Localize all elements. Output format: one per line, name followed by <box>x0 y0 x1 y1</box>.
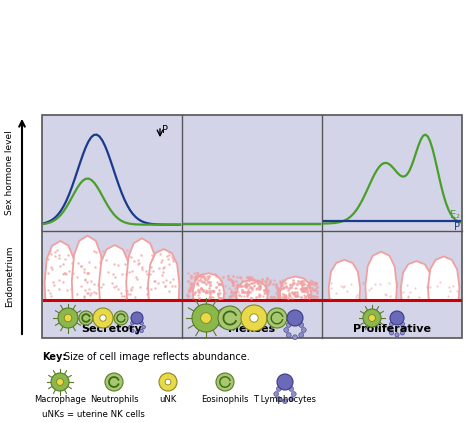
Circle shape <box>395 320 399 324</box>
FancyBboxPatch shape <box>42 115 462 338</box>
Circle shape <box>165 379 171 385</box>
Circle shape <box>105 373 123 391</box>
Circle shape <box>286 333 291 338</box>
Circle shape <box>140 329 144 332</box>
Circle shape <box>241 305 267 331</box>
Polygon shape <box>72 236 103 300</box>
Text: Eosinophils: Eosinophils <box>201 395 249 404</box>
Circle shape <box>58 308 78 328</box>
Polygon shape <box>428 256 459 300</box>
Circle shape <box>402 327 407 331</box>
Circle shape <box>276 387 281 391</box>
Circle shape <box>283 399 287 404</box>
Circle shape <box>114 311 128 325</box>
Circle shape <box>287 310 303 326</box>
Circle shape <box>292 392 296 396</box>
Circle shape <box>93 308 113 328</box>
Circle shape <box>216 373 234 391</box>
Circle shape <box>274 392 279 396</box>
Circle shape <box>363 309 381 327</box>
Circle shape <box>128 325 132 329</box>
Circle shape <box>276 397 281 401</box>
Circle shape <box>299 322 304 327</box>
Text: Size of cell image reflects abundance.: Size of cell image reflects abundance. <box>64 352 250 362</box>
Circle shape <box>130 329 134 332</box>
Text: P: P <box>454 222 460 232</box>
Text: P: P <box>162 125 168 135</box>
Circle shape <box>135 331 139 334</box>
Circle shape <box>286 322 291 327</box>
Text: Macrophage: Macrophage <box>34 395 86 404</box>
Polygon shape <box>45 241 76 300</box>
Circle shape <box>369 315 375 321</box>
Circle shape <box>201 313 211 323</box>
Polygon shape <box>237 280 268 300</box>
Circle shape <box>289 397 293 401</box>
Circle shape <box>218 306 242 330</box>
Circle shape <box>159 373 177 391</box>
Circle shape <box>292 335 297 340</box>
Circle shape <box>140 321 144 325</box>
Circle shape <box>401 322 404 326</box>
Polygon shape <box>126 238 158 300</box>
Circle shape <box>284 327 289 332</box>
Circle shape <box>289 387 293 391</box>
Circle shape <box>100 315 106 321</box>
Text: Secretory: Secretory <box>82 324 142 334</box>
Text: Key:: Key: <box>42 352 66 362</box>
Circle shape <box>395 333 399 337</box>
Circle shape <box>267 308 287 328</box>
Circle shape <box>390 331 393 335</box>
Text: E₂: E₂ <box>450 210 460 220</box>
Circle shape <box>64 314 72 322</box>
Polygon shape <box>365 252 397 300</box>
Circle shape <box>135 320 139 324</box>
Circle shape <box>51 373 69 391</box>
Text: Endometrium: Endometrium <box>6 246 15 307</box>
Text: uNKs = uterine NK cells: uNKs = uterine NK cells <box>42 410 145 419</box>
Polygon shape <box>148 249 179 300</box>
Circle shape <box>250 314 258 322</box>
Circle shape <box>292 320 297 325</box>
Text: Sex hormone level: Sex hormone level <box>6 131 15 215</box>
Text: Menses: Menses <box>228 324 275 334</box>
Circle shape <box>387 327 392 331</box>
Polygon shape <box>280 277 311 300</box>
Circle shape <box>142 325 146 329</box>
Circle shape <box>79 311 93 325</box>
Circle shape <box>56 379 64 385</box>
Circle shape <box>277 374 293 390</box>
Circle shape <box>299 333 304 338</box>
Circle shape <box>283 385 287 389</box>
Circle shape <box>301 327 306 332</box>
Text: Proliferative: Proliferative <box>353 324 431 334</box>
Circle shape <box>390 311 404 325</box>
Text: T Lymphocytes: T Lymphocytes <box>254 395 317 404</box>
Circle shape <box>192 304 220 332</box>
Polygon shape <box>328 260 360 300</box>
Polygon shape <box>193 273 224 300</box>
Text: Neutrophils: Neutrophils <box>90 395 138 404</box>
Polygon shape <box>99 245 130 300</box>
Circle shape <box>390 322 393 326</box>
Text: uNK: uNK <box>159 395 177 404</box>
Circle shape <box>130 321 134 325</box>
Polygon shape <box>401 261 432 300</box>
Circle shape <box>401 331 404 335</box>
Circle shape <box>131 312 143 324</box>
